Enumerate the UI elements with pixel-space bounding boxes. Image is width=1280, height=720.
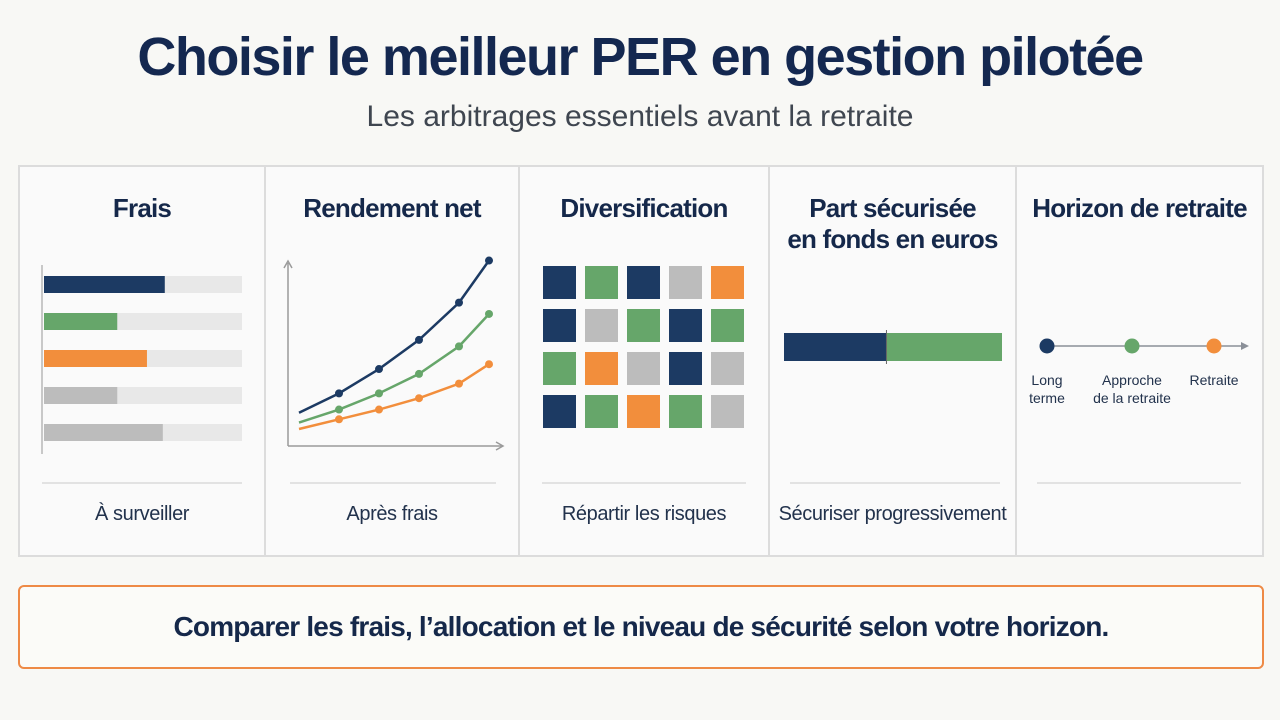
panel-frais: Frais À surveiller	[20, 167, 266, 555]
diversification-grid	[543, 266, 744, 428]
grid-cell	[627, 266, 660, 299]
return-point	[415, 369, 423, 378]
grid-cell	[711, 266, 744, 299]
panel-title-part-securisee: Part sécurisée en fonds en euros	[770, 193, 1015, 255]
return-point	[375, 365, 383, 374]
fee-bar	[44, 276, 165, 293]
fees-bar-chart	[41, 265, 242, 454]
panel-title-horizon: Horizon de retraite	[1032, 193, 1247, 223]
criteria-panels: Frais À surveiller Rendement net Après f…	[18, 165, 1264, 557]
return-point	[485, 360, 493, 369]
grid-cell	[711, 352, 744, 385]
timeline-stage-label: terme	[1029, 390, 1065, 406]
divider	[290, 482, 496, 484]
return-point	[375, 405, 383, 414]
retirement-horizon-timeline: Long terme Approche de la retraite Retraite	[1029, 338, 1249, 406]
page-subtitle: Les arbitrages essentiels avant la retra…	[366, 100, 914, 133]
timeline-stage-label: Retraite	[1189, 372, 1238, 388]
panel-title-line2: en fonds en euros	[787, 224, 998, 254]
timeline-stage-dot	[1124, 338, 1140, 354]
grid-cell	[711, 395, 744, 428]
caption-part-securisee: Sécuriser progressivement	[778, 503, 1007, 525]
grid-cell	[543, 309, 576, 342]
timeline-stage-dot	[1206, 338, 1222, 354]
summary-callout: Comparer les frais, l’allocation et le n…	[18, 585, 1264, 669]
divider	[1037, 482, 1241, 484]
grid-cell	[585, 266, 618, 299]
fee-bar	[44, 313, 118, 330]
return-point	[485, 309, 493, 318]
return-point	[415, 394, 423, 403]
grid-cell	[711, 309, 744, 342]
unit-linked-share	[886, 333, 1002, 361]
return-point	[335, 405, 343, 414]
timeline-stage-label: Long	[1031, 372, 1062, 388]
divider	[542, 482, 746, 484]
return-point	[455, 342, 463, 351]
grid-cell	[585, 395, 618, 428]
y-axis-arrow	[283, 259, 293, 269]
return-point	[335, 415, 343, 424]
grid-cell	[669, 395, 702, 428]
euro-fund-share	[784, 333, 887, 361]
x-axis-arrow	[495, 441, 505, 451]
grid-cell	[627, 352, 660, 385]
fee-bar	[44, 424, 163, 441]
timeline-stage-label: de la retraite	[1093, 390, 1171, 406]
grid-cell	[585, 352, 618, 385]
panel-title-rendement: Rendement net	[303, 193, 481, 223]
grid-cell	[585, 309, 618, 342]
return-line	[298, 259, 491, 414]
timeline-stage-dot	[1039, 338, 1055, 354]
panel-title-line1: Part sécurisée	[809, 193, 976, 223]
timeline-stage-label: Approche	[1102, 372, 1162, 388]
caption-frais: À surveiller	[94, 503, 190, 525]
divider	[790, 482, 1000, 484]
fee-bar	[44, 350, 147, 367]
return-point	[455, 298, 463, 307]
grid-cell	[627, 395, 660, 428]
return-line	[298, 363, 490, 431]
panel-title-diversification: Diversification	[560, 193, 728, 223]
page-title: Choisir le meilleur PER en gestion pilot…	[137, 27, 1144, 87]
return-line	[298, 313, 490, 424]
panel-diversification: Diversification Répartir les risques	[520, 167, 770, 555]
panel-part-securisee: Part sécurisée en fonds en euros Sécuris…	[770, 167, 1017, 555]
return-point	[455, 379, 463, 388]
divider	[42, 482, 242, 484]
net-return-line-chart	[283, 256, 505, 451]
grid-cell	[669, 352, 702, 385]
grid-cell	[543, 266, 576, 299]
return-point	[415, 335, 423, 344]
summary-text: Comparer les frais, l’allocation et le n…	[173, 611, 1109, 642]
panel-horizon: Horizon de retraite Long terme Approche de …	[1017, 167, 1262, 555]
return-point	[485, 256, 493, 265]
grid-cell	[669, 309, 702, 342]
grid-cell	[627, 309, 660, 342]
panel-rendement: Rendement net Après frais	[266, 167, 520, 555]
grid-cell	[543, 395, 576, 428]
panel-title-frais: Frais	[112, 193, 172, 223]
caption-rendement: Après frais	[346, 503, 438, 525]
return-point	[335, 389, 343, 398]
grid-cell	[669, 266, 702, 299]
fee-bar	[44, 387, 118, 404]
secure-allocation-bar	[784, 330, 1002, 364]
return-point	[375, 389, 383, 398]
timeline-arrow	[1241, 342, 1249, 350]
grid-cell	[543, 352, 576, 385]
caption-diversification: Répartir les risques	[561, 503, 727, 525]
